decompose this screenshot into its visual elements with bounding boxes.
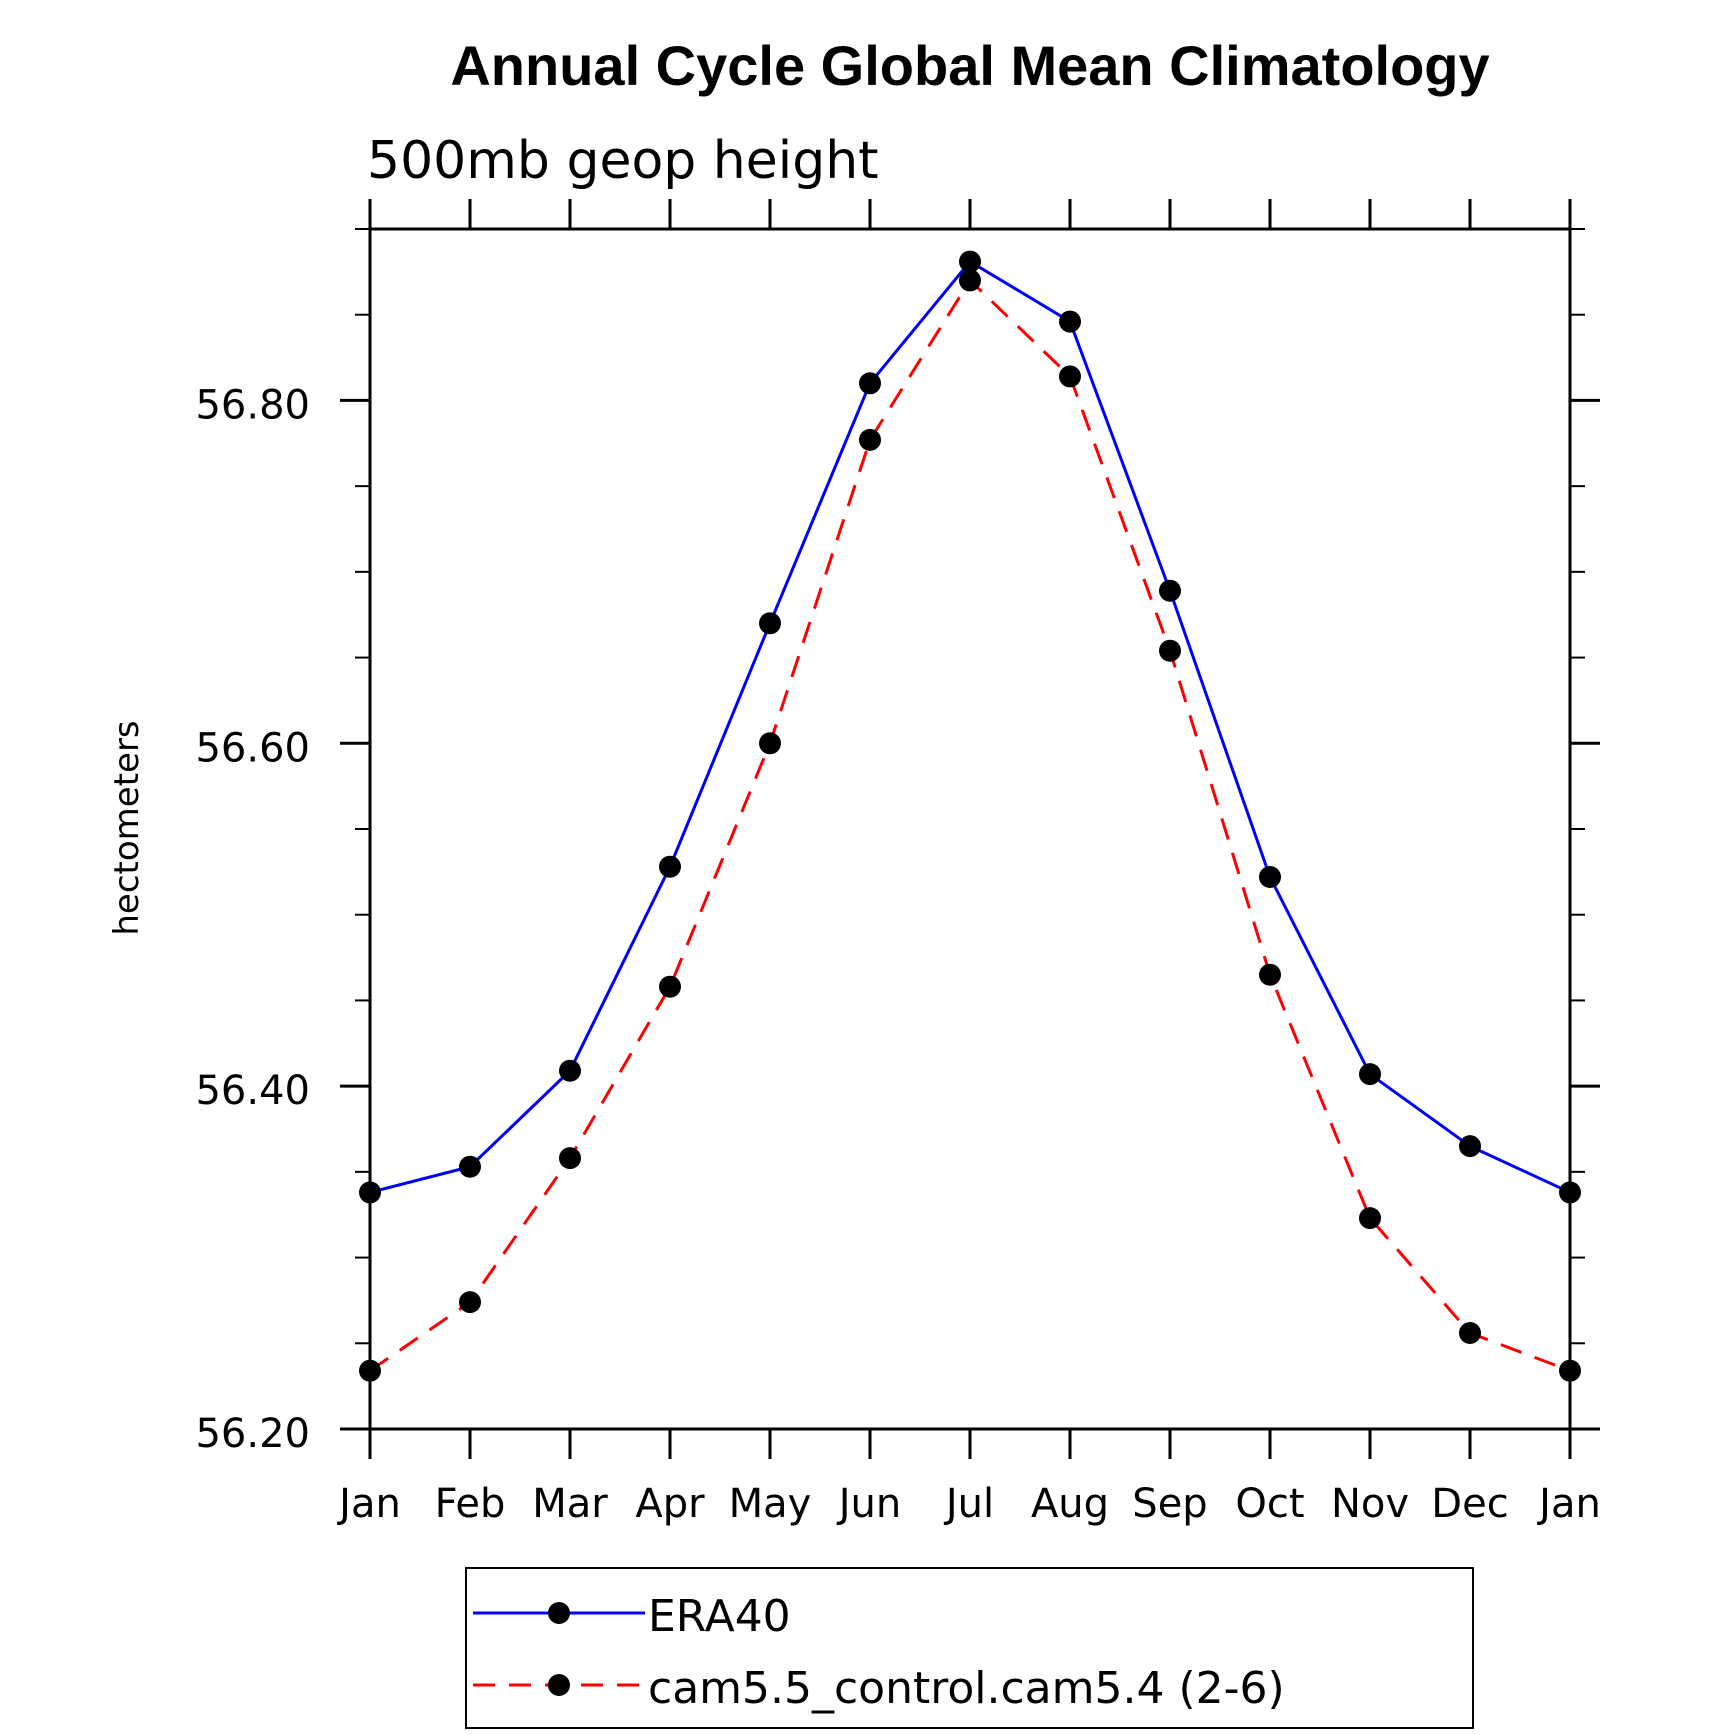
- series-1-point-4: [759, 732, 781, 755]
- series-1-point-7: [1059, 365, 1081, 388]
- series-1-point-5: [859, 428, 881, 451]
- x-tick-label-11: Dec: [1431, 1481, 1508, 1527]
- series-0-point-5: [859, 372, 881, 395]
- y-tick-label-3: 56.80: [195, 382, 310, 428]
- x-tick-label-7: Aug: [1031, 1481, 1109, 1527]
- x-tick-label-6: Jul: [943, 1481, 994, 1527]
- legend: ERA40 cam5.5_control.cam5.4 (2-6): [465, 1567, 1474, 1729]
- series-0-point-1: [459, 1155, 481, 1178]
- series-0-point-10: [1359, 1063, 1381, 1086]
- legend-label-cam: cam5.5_control.cam5.4 (2-6): [648, 1663, 1285, 1714]
- series-1-point-1: [459, 1291, 481, 1314]
- x-tick-label-2: Mar: [532, 1481, 608, 1527]
- series-0-point-7: [1059, 310, 1081, 333]
- series-1-point-11: [1459, 1322, 1481, 1344]
- legend-box: [465, 1567, 1474, 1729]
- x-tick-label-9: Oct: [1235, 1481, 1304, 1527]
- x-tick-label-3: Apr: [635, 1481, 705, 1527]
- x-tick-label-8: Sep: [1132, 1481, 1207, 1527]
- series-1-point-2: [559, 1147, 581, 1170]
- series-line-1: [369, 278, 1571, 1373]
- y-tick-label-1: 56.40: [195, 1068, 310, 1114]
- y-tick-label-0: 56.20: [195, 1411, 310, 1457]
- y-axis-label: hectometers: [107, 720, 147, 935]
- series-0-point-6: [959, 250, 981, 273]
- series-0-point-3: [659, 855, 681, 878]
- legend-marker-cam: [548, 1674, 570, 1696]
- series-1-point-10: [1359, 1207, 1381, 1230]
- x-tick-label-12: Jan: [1536, 1481, 1601, 1527]
- chart-title: Annual Cycle Global Mean Climatology: [450, 34, 1489, 97]
- plot-frame: [368, 227, 1572, 1431]
- x-tick-label-1: Feb: [435, 1481, 506, 1527]
- y-tick-label-2: 56.60: [195, 725, 310, 771]
- axis-ticks: Jan Feb Mar Apr May Jun Jul Aug Sep Oct Nov Dec Jan 5…: [195, 199, 1601, 1527]
- x-tick-label-5: Jun: [836, 1481, 902, 1527]
- series-layer: [359, 250, 1581, 1382]
- series-0-point-4: [759, 612, 781, 635]
- legend-label-era40: ERA40: [648, 1591, 791, 1642]
- legend-marker-era40: [548, 1602, 570, 1624]
- series-1-point-9: [1259, 963, 1281, 986]
- x-tick-label-0: Jan: [336, 1481, 401, 1527]
- series-1-point-3: [659, 975, 681, 998]
- series-0-point-9: [1259, 866, 1281, 888]
- x-tick-label-10: Nov: [1331, 1481, 1409, 1527]
- series-0-point-11: [1459, 1135, 1481, 1158]
- series-0-point-8: [1159, 579, 1181, 602]
- series-1-point-8: [1159, 639, 1181, 662]
- x-tick-label-4: May: [729, 1481, 812, 1527]
- series-line-0: [369, 259, 1571, 1194]
- chart-subtitle: 500mb geop height: [367, 131, 879, 191]
- series-1-point-6: [959, 269, 981, 292]
- series-0-point-2: [559, 1059, 581, 1082]
